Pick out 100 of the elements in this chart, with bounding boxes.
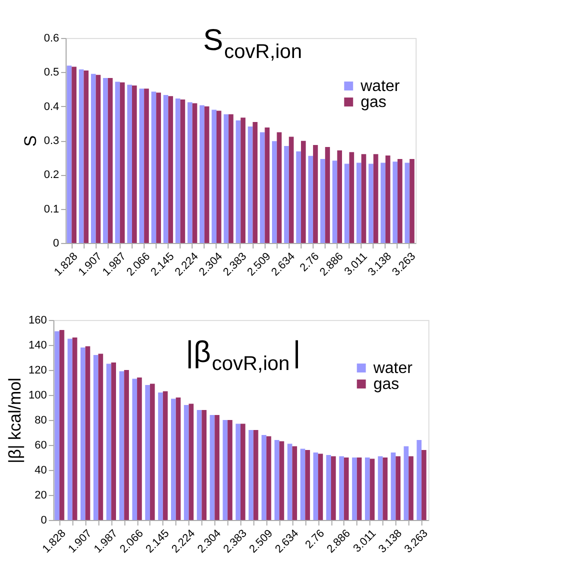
- bar: [380, 162, 386, 243]
- bar: [228, 114, 234, 243]
- bar: [296, 151, 301, 243]
- bar: [373, 154, 378, 243]
- bar: [132, 378, 138, 520]
- bar: [120, 82, 125, 243]
- bar: [85, 346, 90, 520]
- legend-label: water: [372, 360, 414, 377]
- bar: [300, 448, 306, 520]
- bar: [300, 140, 306, 243]
- legend-label: water: [360, 78, 400, 95]
- bar: [260, 132, 265, 243]
- bar: [124, 370, 129, 520]
- bar: [404, 162, 410, 243]
- y-tick-label: 0: [40, 514, 47, 526]
- bar: [385, 156, 390, 243]
- bar: [368, 164, 374, 243]
- bar: [68, 338, 72, 520]
- bar: [188, 404, 194, 520]
- bar: [115, 82, 120, 243]
- bar: [404, 446, 409, 520]
- bar: [361, 154, 366, 243]
- bar: [318, 454, 323, 520]
- bar: [137, 378, 142, 520]
- bar: [266, 436, 272, 520]
- bar: [144, 88, 149, 243]
- bar: [180, 100, 186, 243]
- bar: [252, 122, 258, 243]
- bar: [236, 424, 240, 520]
- bar: [200, 105, 204, 243]
- bar: [308, 156, 314, 243]
- bar: [264, 128, 270, 243]
- bar: [276, 132, 282, 243]
- bar: [175, 98, 180, 243]
- bar: [196, 410, 202, 520]
- bar: [66, 66, 72, 243]
- y-tick-label: 40: [34, 464, 47, 476]
- bar: [98, 354, 104, 520]
- bar: [344, 164, 350, 243]
- bar: [344, 458, 349, 520]
- bar: [356, 162, 362, 243]
- bar: [204, 106, 210, 243]
- bar: [202, 410, 207, 520]
- bar: [326, 455, 332, 520]
- y-tick-label: 0.1: [44, 203, 60, 216]
- bar: [163, 95, 168, 243]
- bar: [313, 144, 318, 243]
- bar: [84, 70, 89, 243]
- bar: [272, 141, 277, 243]
- bar: [132, 85, 137, 243]
- bar: [240, 118, 246, 243]
- bar: [331, 456, 336, 520]
- bar: [150, 384, 155, 520]
- bar: [332, 160, 338, 243]
- bar: [279, 441, 284, 520]
- y-tick-label: 120: [28, 364, 47, 376]
- bar: [392, 162, 398, 243]
- bar: [72, 338, 78, 520]
- bar: [176, 398, 181, 520]
- bar: [162, 391, 168, 520]
- bar: [337, 150, 342, 243]
- bar: [408, 456, 414, 520]
- bar: [119, 371, 124, 520]
- bar: [145, 385, 150, 520]
- bar: [156, 92, 161, 243]
- bar: [248, 126, 253, 243]
- bar: [54, 331, 60, 520]
- bar: [398, 158, 402, 243]
- bar: [212, 110, 216, 243]
- bar: [378, 456, 383, 520]
- y-tick-label: 0.4: [44, 100, 60, 113]
- bar: [253, 430, 258, 520]
- bar: [78, 69, 84, 243]
- bar: [382, 458, 388, 520]
- y-tick-label: 0.6: [44, 32, 60, 44]
- bar: [168, 96, 174, 243]
- bar: [93, 355, 98, 520]
- bar: [390, 452, 396, 520]
- bar: [410, 158, 414, 243]
- y-tick-label: 140: [28, 340, 47, 352]
- y-tick-label: 60: [34, 440, 47, 452]
- bar: [292, 446, 298, 520]
- bar: [284, 146, 289, 243]
- bar: [352, 458, 357, 520]
- bar: [364, 458, 370, 520]
- bar: [216, 110, 222, 243]
- bar: [72, 66, 76, 243]
- bar: [158, 392, 163, 520]
- y-tick-label: 0.2: [44, 169, 60, 182]
- bar: [111, 362, 116, 520]
- bar: [288, 136, 294, 243]
- bar: [139, 88, 144, 243]
- bar: [356, 458, 362, 520]
- bar: [349, 152, 354, 243]
- bar: [59, 330, 64, 520]
- y-tick-label: 160: [28, 314, 47, 326]
- bar: [222, 420, 228, 520]
- bar: [228, 420, 232, 520]
- bar: [240, 424, 246, 520]
- bar: [339, 456, 344, 520]
